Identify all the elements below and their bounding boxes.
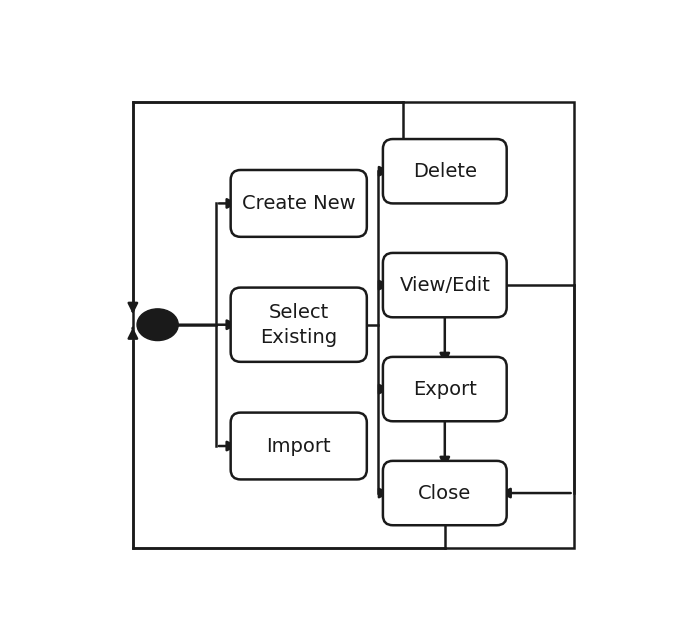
Text: View/Edit: View/Edit [399,276,490,294]
Text: Export: Export [413,379,477,399]
Ellipse shape [137,309,178,341]
Text: Close: Close [418,484,471,503]
Text: Select
Existing: Select Existing [260,303,337,347]
Bar [133,102,573,548]
FancyBboxPatch shape [383,357,507,421]
Text: Delete: Delete [413,162,477,181]
FancyBboxPatch shape [383,253,507,317]
FancyBboxPatch shape [230,413,367,480]
FancyBboxPatch shape [383,461,507,525]
FancyBboxPatch shape [230,287,367,362]
Text: Import: Import [266,437,331,455]
Text: Create New: Create New [242,194,355,213]
FancyBboxPatch shape [383,139,507,203]
FancyBboxPatch shape [230,170,367,237]
